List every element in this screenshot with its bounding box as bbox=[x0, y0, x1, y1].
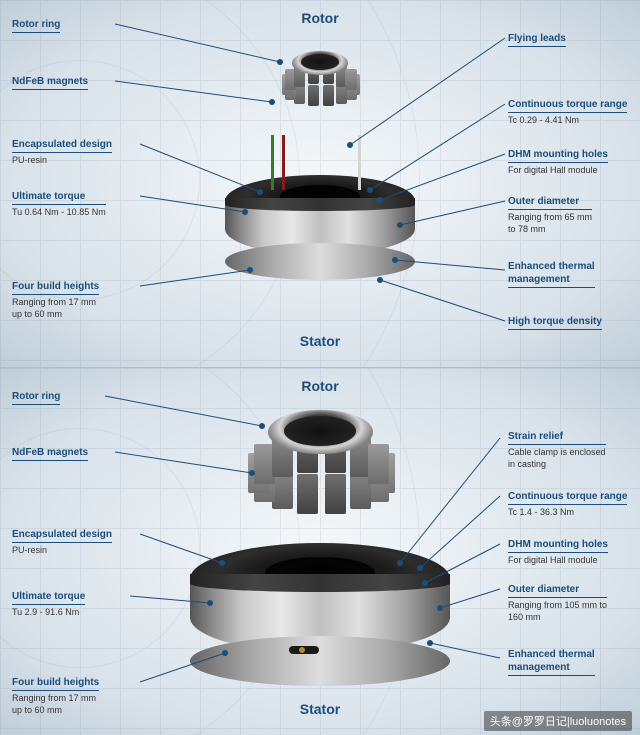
callout-header: Continuous torque range bbox=[508, 490, 627, 505]
callout-sub: PU-resin bbox=[12, 155, 112, 167]
callout: Encapsulated design PU-resin bbox=[12, 138, 112, 167]
diagram-panel: Rotor Stator Rotor ring NdFeB magnets Enc… bbox=[0, 0, 640, 367]
callout-sub: Ranging from 105 mm to160 mm bbox=[508, 600, 607, 623]
callout-header: Strain relief bbox=[508, 430, 606, 445]
flying-lead bbox=[271, 135, 274, 190]
stator bbox=[190, 543, 450, 686]
callout-sub: For digital Hall module bbox=[508, 555, 608, 567]
callout-sub: Ranging from 65 mmto 78 mm bbox=[508, 212, 592, 235]
callout-header: Rotor ring bbox=[12, 18, 60, 33]
callout: Enhanced thermalmanagement bbox=[508, 648, 595, 678]
callout: DHM mounting holes For digital Hall modu… bbox=[508, 148, 608, 177]
callout: High torque density bbox=[508, 315, 602, 332]
callout-header: NdFeB magnets bbox=[12, 446, 88, 461]
callout-header: DHM mounting holes bbox=[508, 148, 608, 163]
rotor bbox=[280, 50, 360, 106]
flying-lead bbox=[358, 135, 361, 190]
callout-header: NdFeB magnets bbox=[12, 75, 88, 90]
callout: NdFeB magnets bbox=[12, 75, 88, 92]
callout-header: Enhanced thermalmanagement bbox=[508, 260, 595, 288]
watermark: 头条@罗罗日记|luoluonotes bbox=[484, 711, 632, 731]
callout: Four build heights Ranging from 17 mmup … bbox=[12, 280, 99, 320]
callout-header: Rotor ring bbox=[12, 390, 60, 405]
callout: Outer diameter Ranging from 65 mmto 78 m… bbox=[508, 195, 592, 235]
callout: NdFeB magnets bbox=[12, 446, 88, 463]
callout: Ultimate torque Tu 0.64 Nm - 10.85 Nm bbox=[12, 190, 106, 219]
rotor-title: Rotor bbox=[301, 378, 338, 394]
callout: Rotor ring bbox=[12, 18, 60, 35]
callout-sub: PU-resin bbox=[12, 545, 112, 557]
callout-header: Ultimate torque bbox=[12, 590, 85, 605]
callout: Enhanced thermalmanagement bbox=[508, 260, 595, 290]
callout-header: Ultimate torque bbox=[12, 190, 106, 205]
callout-sub: Tu 0.64 Nm - 10.85 Nm bbox=[12, 207, 106, 219]
callout: Continuous torque range Tc 1.4 - 36.3 Nm bbox=[508, 490, 627, 519]
diagram-panel: Rotor Stator Rotor ring NdFeB magnets Enc… bbox=[0, 367, 640, 735]
callout-header: Flying leads bbox=[508, 32, 566, 47]
stator-title: Stator bbox=[300, 701, 340, 717]
stator-title: Stator bbox=[300, 333, 340, 349]
callout-sub: For digital Hall module bbox=[508, 165, 608, 177]
callout-sub: Tc 0.29 - 4.41 Nm bbox=[508, 115, 627, 127]
callout-sub: Ranging from 17 mmup to 60 mm bbox=[12, 693, 99, 716]
callout-header: High torque density bbox=[508, 315, 602, 330]
callout-header: Encapsulated design bbox=[12, 138, 112, 153]
callout-sub: Cable clamp is enclosedin casting bbox=[508, 447, 606, 470]
stator bbox=[225, 175, 415, 280]
callout: Rotor ring bbox=[12, 390, 60, 407]
callout: Encapsulated design PU-resin bbox=[12, 528, 112, 557]
flying-lead bbox=[282, 135, 285, 190]
callout-header: Four build heights bbox=[12, 676, 99, 691]
callout: DHM mounting holes For digital Hall modu… bbox=[508, 538, 608, 567]
callout: Strain relief Cable clamp is enclosedin … bbox=[508, 430, 606, 470]
callout-header: Outer diameter bbox=[508, 195, 592, 210]
callout: Outer diameter Ranging from 105 mm to160… bbox=[508, 583, 607, 623]
callout-sub: Tc 1.4 - 36.3 Nm bbox=[508, 507, 627, 519]
callout-sub: Tu 2.9 - 91.6 Nm bbox=[12, 607, 85, 619]
callout: Flying leads bbox=[508, 32, 566, 49]
callout-header: Four build heights bbox=[12, 280, 99, 295]
rotor bbox=[245, 408, 395, 513]
callout-header: Outer diameter bbox=[508, 583, 607, 598]
callout-header: Encapsulated design bbox=[12, 528, 112, 543]
callout: Ultimate torque Tu 2.9 - 91.6 Nm bbox=[12, 590, 85, 619]
callout-header: DHM mounting holes bbox=[508, 538, 608, 553]
callout-header: Enhanced thermalmanagement bbox=[508, 648, 595, 676]
callout-sub: Ranging from 17 mmup to 60 mm bbox=[12, 297, 99, 320]
callout: Continuous torque range Tc 0.29 - 4.41 N… bbox=[508, 98, 627, 127]
callout-header: Continuous torque range bbox=[508, 98, 627, 113]
callout: Four build heights Ranging from 17 mmup … bbox=[12, 676, 99, 716]
rotor-title: Rotor bbox=[301, 10, 338, 26]
